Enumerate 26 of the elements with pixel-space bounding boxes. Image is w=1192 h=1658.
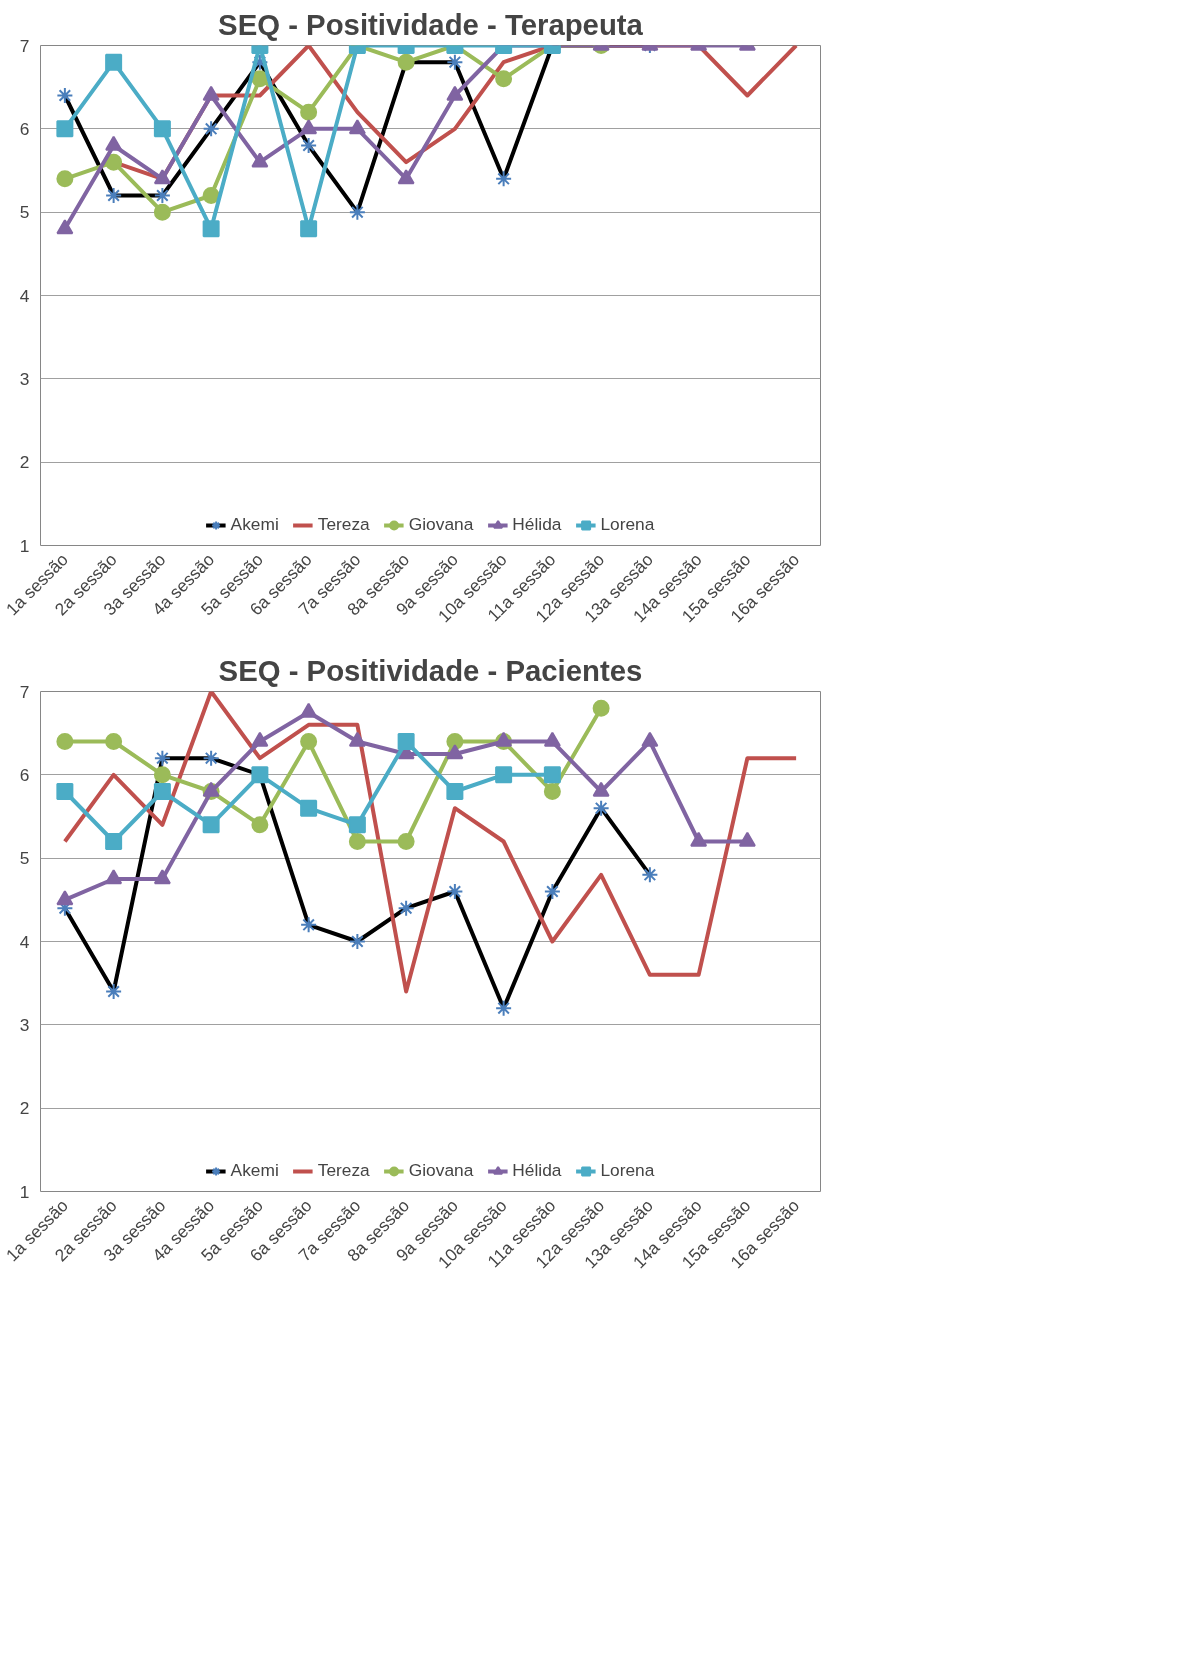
y-tick-label: 1 [19, 1181, 30, 1202]
legend-label: Hélida [512, 514, 562, 535]
y-tick-label: 5 [19, 202, 30, 223]
y-tick-label: 7 [19, 35, 30, 56]
y-tick-label: 6 [19, 764, 30, 785]
y-tick-label: 2 [19, 1098, 30, 1119]
legend-label: Tereza [317, 1160, 370, 1181]
y-tick-label: 5 [19, 848, 30, 869]
y-tick-label: 7 [19, 681, 30, 702]
chart-title: SEQ - Positividade - Pacientes [218, 653, 643, 687]
legend-label: Lorena [600, 1160, 655, 1181]
chart-title: SEQ - Positividade - Terapeuta [218, 7, 644, 41]
legend-label: Tereza [317, 514, 370, 535]
y-tick-label: 3 [19, 368, 30, 389]
y-tick-label: 3 [19, 1014, 30, 1035]
legend-label: Hélida [512, 1160, 562, 1181]
y-tick-label: 4 [19, 931, 30, 952]
legend-label: Akemi [230, 1160, 279, 1181]
y-tick-label: 2 [19, 452, 30, 473]
y-tick-label: 1 [19, 535, 30, 556]
y-tick-label: 6 [19, 118, 30, 139]
legend-label: Giovana [408, 1160, 474, 1181]
legend-label: Akemi [230, 514, 279, 535]
legend-label: Giovana [408, 514, 474, 535]
y-tick-label: 4 [19, 285, 30, 306]
legend-label: Lorena [600, 514, 655, 535]
